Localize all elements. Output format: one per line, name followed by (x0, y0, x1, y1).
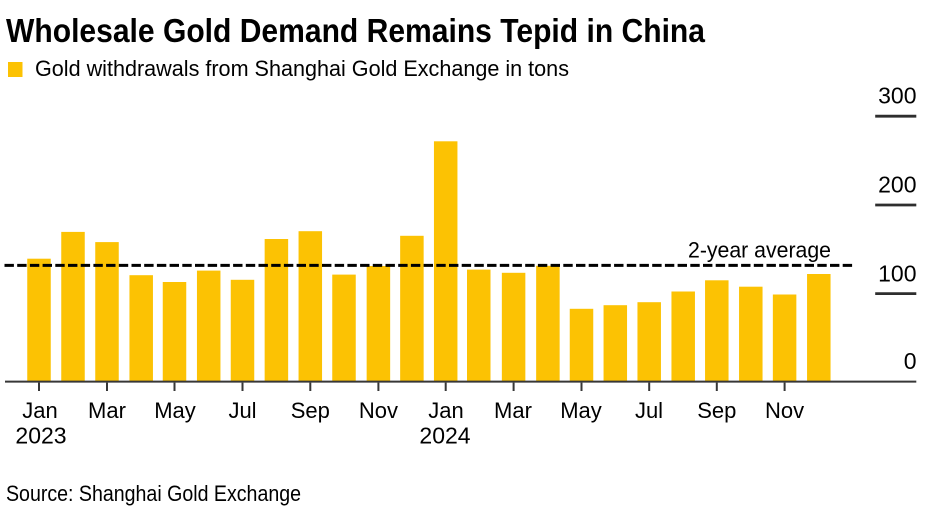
svg-text:Nov: Nov (765, 398, 804, 423)
svg-text:Jul: Jul (635, 398, 663, 423)
svg-text:Sep: Sep (697, 398, 736, 423)
svg-text:Nov: Nov (359, 398, 398, 423)
svg-text:300: 300 (878, 83, 916, 109)
svg-text:Wholesale Gold Demand Remains: Wholesale Gold Demand Remains Tepid in C… (6, 12, 706, 49)
svg-text:May: May (560, 398, 602, 423)
svg-text:Jan: Jan (428, 398, 463, 423)
svg-text:Jan: Jan (22, 398, 57, 423)
svg-text:Mar: Mar (494, 398, 532, 423)
svg-text:2023: 2023 (15, 423, 66, 449)
svg-text:Mar: Mar (88, 398, 126, 423)
svg-text:Gold withdrawals from Shanghai: Gold withdrawals from Shanghai Gold Exch… (35, 56, 569, 81)
svg-text:0: 0 (904, 348, 917, 374)
svg-text:Sep: Sep (291, 398, 330, 423)
svg-text:Jul: Jul (228, 398, 256, 423)
svg-text:200: 200 (878, 171, 916, 197)
svg-text:2-year average: 2-year average (688, 238, 831, 263)
svg-text:May: May (154, 398, 196, 423)
svg-text:2024: 2024 (419, 423, 470, 449)
svg-text:100: 100 (878, 261, 916, 287)
svg-text:Source: Shanghai Gold Exchange: Source: Shanghai Gold Exchange (6, 481, 301, 506)
